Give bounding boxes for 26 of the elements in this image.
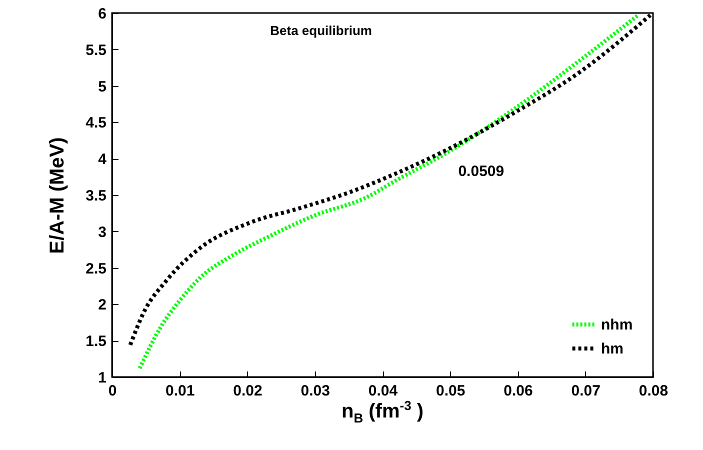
x-tick-label: 0.01 — [166, 382, 195, 400]
y-tick-label: 3 — [98, 224, 106, 241]
y-tick-label: 4 — [98, 151, 108, 168]
x-tick-label: 0.05 — [436, 382, 466, 400]
y-tick-label: 4.5 — [86, 114, 106, 132]
x-tick-label: 0.08 — [638, 382, 668, 400]
x-tick-label: 0.03 — [300, 382, 330, 400]
x-tick-label: 0.02 — [233, 382, 262, 400]
y-tick-label: 6 — [98, 6, 106, 22]
y-tick-label: 1 — [98, 370, 106, 386]
y-tick-label: 5 — [98, 78, 106, 96]
x-tick-label: 0.06 — [504, 382, 533, 400]
y-tick-label: 1.5 — [86, 333, 106, 350]
legend-label: nhm — [601, 316, 633, 334]
x-tick-label: 0.07 — [571, 382, 600, 400]
annotation: 0.0509 — [458, 163, 504, 180]
y-tick-label: 3.5 — [86, 188, 106, 204]
text: Beta equilibrium — [270, 23, 372, 38]
y-tick-label: 2.5 — [86, 260, 106, 278]
x-tick-label: 0 — [108, 382, 117, 400]
x-tick-label: 0.04 — [368, 382, 398, 400]
y-tick-label: 5.5 — [86, 42, 106, 59]
x-axis-title: n$_{B}$ (fm$^{-3}$ ) — [340, 398, 425, 426]
y-tick-label: 2 — [98, 296, 106, 314]
y-axis-title: E/A-M (MeV) — [46, 137, 69, 254]
legend-label: hm — [601, 340, 624, 358]
